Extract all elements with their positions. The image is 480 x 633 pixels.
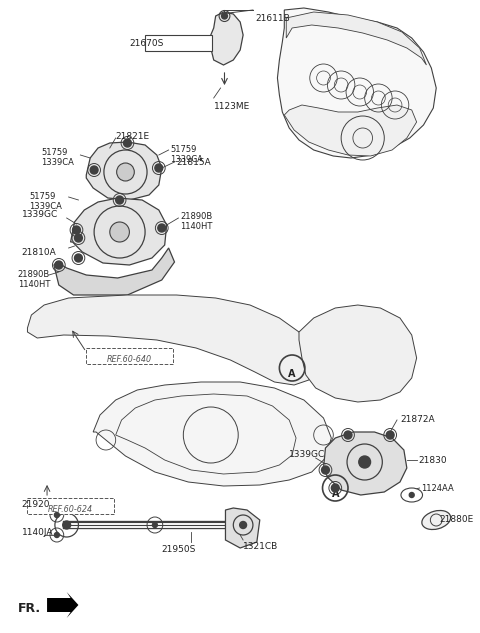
Text: 51759: 51759 bbox=[41, 148, 68, 157]
Text: 21920: 21920 bbox=[22, 500, 50, 509]
Text: 1124AA: 1124AA bbox=[421, 484, 454, 493]
Text: 21890B: 21890B bbox=[180, 212, 213, 221]
Text: 21830: 21830 bbox=[419, 456, 447, 465]
Circle shape bbox=[153, 522, 157, 527]
Polygon shape bbox=[284, 105, 417, 156]
Text: 1321CB: 1321CB bbox=[243, 542, 278, 551]
Circle shape bbox=[322, 466, 329, 474]
Polygon shape bbox=[27, 295, 316, 385]
Circle shape bbox=[123, 139, 132, 147]
Circle shape bbox=[331, 484, 339, 492]
Circle shape bbox=[240, 522, 247, 529]
Text: 1339GC: 1339GC bbox=[22, 210, 58, 219]
Text: REF.60-640: REF.60-640 bbox=[107, 356, 152, 365]
Polygon shape bbox=[286, 12, 426, 65]
Text: 21880E: 21880E bbox=[439, 515, 473, 524]
Circle shape bbox=[359, 456, 371, 468]
Circle shape bbox=[63, 521, 71, 529]
Polygon shape bbox=[299, 305, 417, 402]
Circle shape bbox=[116, 196, 123, 204]
Circle shape bbox=[117, 163, 134, 181]
Text: 21815A: 21815A bbox=[177, 158, 211, 167]
Circle shape bbox=[344, 431, 352, 439]
Ellipse shape bbox=[422, 510, 451, 530]
Text: 1339CA: 1339CA bbox=[29, 202, 62, 211]
Text: 21810A: 21810A bbox=[22, 248, 56, 257]
Text: A: A bbox=[332, 489, 339, 499]
Circle shape bbox=[72, 226, 80, 234]
Text: 1140HT: 1140HT bbox=[180, 222, 213, 231]
Text: 1339CA: 1339CA bbox=[170, 155, 204, 164]
Text: 1339GC: 1339GC bbox=[289, 450, 325, 459]
Polygon shape bbox=[226, 508, 260, 548]
Text: 21670S: 21670S bbox=[130, 39, 164, 47]
Text: 21890B: 21890B bbox=[18, 270, 50, 279]
Text: FR.: FR. bbox=[18, 601, 41, 615]
Text: REF.60-624: REF.60-624 bbox=[48, 506, 93, 515]
Text: 1339CA: 1339CA bbox=[41, 158, 74, 167]
Circle shape bbox=[386, 431, 394, 439]
Polygon shape bbox=[47, 592, 78, 618]
Circle shape bbox=[155, 164, 163, 172]
Ellipse shape bbox=[401, 488, 422, 502]
Text: A: A bbox=[288, 369, 296, 379]
Circle shape bbox=[74, 254, 83, 262]
Circle shape bbox=[158, 224, 166, 232]
Text: 21821E: 21821E bbox=[116, 132, 150, 141]
Circle shape bbox=[110, 222, 130, 242]
Text: 21611B: 21611B bbox=[255, 14, 289, 23]
Polygon shape bbox=[86, 142, 162, 200]
Circle shape bbox=[222, 13, 228, 19]
Text: 21872A: 21872A bbox=[400, 415, 434, 424]
Circle shape bbox=[54, 513, 60, 518]
FancyBboxPatch shape bbox=[86, 348, 172, 364]
Circle shape bbox=[55, 261, 63, 269]
Circle shape bbox=[74, 234, 83, 242]
Circle shape bbox=[54, 532, 60, 537]
FancyBboxPatch shape bbox=[27, 498, 114, 514]
Text: 1140HT: 1140HT bbox=[18, 280, 50, 289]
Text: 1123ME: 1123ME bbox=[214, 102, 250, 111]
FancyBboxPatch shape bbox=[145, 35, 212, 51]
Polygon shape bbox=[324, 432, 407, 495]
Text: 1140JA: 1140JA bbox=[22, 528, 53, 537]
Text: 51759: 51759 bbox=[170, 145, 197, 154]
Polygon shape bbox=[93, 382, 331, 486]
Text: 51759: 51759 bbox=[29, 192, 56, 201]
Circle shape bbox=[90, 166, 98, 174]
Polygon shape bbox=[277, 8, 436, 158]
Polygon shape bbox=[54, 248, 175, 295]
Circle shape bbox=[409, 492, 414, 498]
Text: 21950S: 21950S bbox=[162, 545, 196, 554]
Polygon shape bbox=[71, 198, 167, 265]
Polygon shape bbox=[211, 12, 243, 65]
